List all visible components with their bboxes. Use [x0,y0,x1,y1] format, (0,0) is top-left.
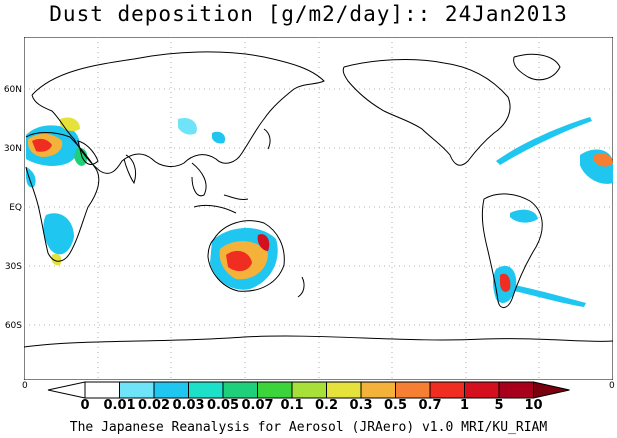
colorbar-box [464,381,500,399]
coast-new-zealand [297,276,305,298]
coast-india [123,154,137,185]
lat-label-eq: EQ [9,203,22,213]
colorbar-label: 0.02 [137,398,171,413]
colorbar-box [326,381,362,399]
dust-amazon [510,209,538,223]
lon-label-right: 0 [609,381,615,391]
coast-arabia [77,140,99,165]
dust-australia-core [226,250,252,272]
colorbar-box [119,381,155,399]
colorbar-label: 0 [80,398,90,413]
colorbar-label: 0.1 [280,398,304,413]
map-title: Dust deposition [g/m2/day]:: 24Jan2013 [49,2,568,26]
footer-credit: The Japanese Reanalysis for Aerosol (JRA… [69,420,548,435]
map-frame [24,37,613,380]
colorbar-label: 0.07 [241,398,274,413]
dust-gobi [212,131,226,144]
lat-label-30n: 30N [3,144,22,154]
colorbar-label: 0.2 [314,398,339,413]
colorbar-box [291,381,327,399]
coast-greenland [513,53,561,81]
colorbar-boxes [47,381,570,399]
dust-s-africa-core [51,253,62,266]
colorbar-label: 0.3 [349,398,373,413]
dust-w-sahara-right-core [594,153,613,167]
dust-s-atlantic-plume [514,285,586,307]
dust-s-africa [43,213,74,255]
dust-central-asia [178,117,197,135]
colorbar-box [498,381,534,399]
dust-atlantic-plume [496,117,592,165]
colorbar-label: 10 [524,398,543,413]
colorbar-label: 0.5 [383,398,408,413]
dust-sahara-peak [32,138,52,152]
coast-indonesia [193,194,249,214]
lat-label-60n: 60N [3,85,22,95]
coast-antarctica [24,335,613,348]
coast-europe-asia [31,51,325,174]
colorbar-box [257,381,293,399]
colorbar: 0 0 [22,381,615,399]
coastlines [24,51,613,348]
colorbar-label: 0.01 [103,398,136,413]
colorbar-box [222,381,258,399]
colorbar-box [84,381,120,399]
colorbar-box [153,381,189,399]
colorbar-label: 0.03 [172,398,205,413]
lat-label-30s: 30S [4,262,22,272]
dust-patagonia-core [500,273,511,292]
world-map [24,37,613,380]
dust-australia-east [257,234,270,251]
coast-australia [207,220,285,292]
colorbar-box [395,381,431,399]
colorbar-box [360,381,396,399]
lat-label-60s: 60S [4,321,22,331]
colorbar-box [429,381,465,399]
colorbar-label: 1 [459,398,470,413]
coast-se-asia [191,162,207,197]
colorbar-arrow-high [533,381,570,399]
colorbar-label: 0.05 [206,398,240,413]
coast-africa [25,132,100,262]
dust-w-africa [26,167,36,188]
graticule [24,37,613,380]
coast-south-america [481,193,543,308]
coast-japan [263,128,271,150]
lon-label-left: 0 [22,381,28,391]
dust-shading [26,117,613,307]
colorbar-label: 0.7 [418,398,442,413]
colorbar-box [188,381,224,399]
coast-north-america [342,59,511,166]
colorbar-arrow-low [47,381,86,399]
colorbar-label: 5 [494,398,504,413]
